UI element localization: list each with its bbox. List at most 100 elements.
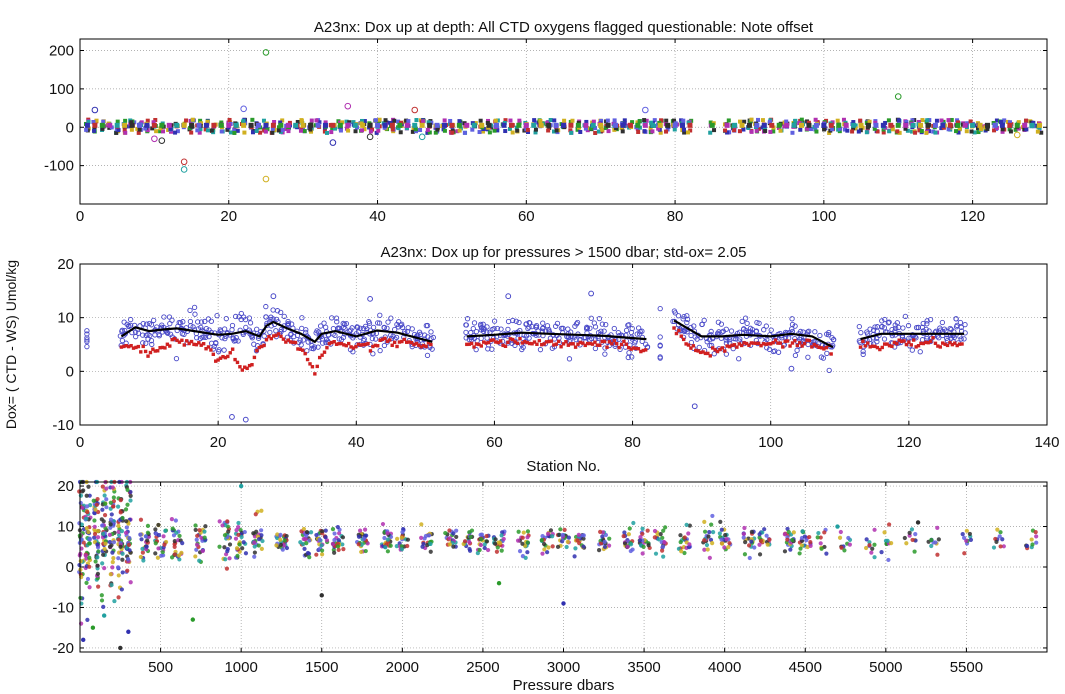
data-point (241, 122, 247, 128)
data-point (100, 561, 105, 566)
data-point (824, 551, 829, 556)
data-point (159, 553, 164, 558)
red-point (619, 342, 624, 347)
data-point (329, 130, 334, 135)
data-point (707, 555, 712, 560)
blue-point (393, 334, 400, 340)
data-point (758, 538, 764, 543)
data-point (835, 118, 840, 123)
data-point (276, 128, 281, 133)
blue-point (872, 324, 878, 330)
x-tick-label: 4500 (789, 659, 822, 676)
data-point (128, 498, 133, 503)
data-point (467, 539, 472, 545)
data-point (104, 486, 109, 491)
data-point (800, 529, 805, 534)
blue-point (804, 329, 811, 335)
red-point (467, 342, 471, 346)
data-point (680, 122, 686, 128)
red-point (740, 343, 744, 348)
red-point (805, 338, 809, 342)
blue-point (639, 328, 645, 334)
red-point (187, 341, 191, 346)
red-point (943, 342, 947, 346)
blue-point (263, 303, 269, 310)
data-point (254, 128, 259, 133)
blue-point (143, 340, 149, 346)
data-point (853, 126, 858, 131)
data-point (309, 129, 314, 134)
data-point (128, 493, 133, 498)
data-point (94, 118, 99, 123)
blue-point (537, 347, 544, 353)
data-point (560, 532, 565, 538)
data-point (593, 130, 598, 135)
data-point (704, 542, 710, 548)
red-point (199, 343, 203, 347)
red-point (744, 341, 749, 346)
red-point (566, 343, 571, 347)
data-point (564, 544, 569, 550)
red-point (612, 338, 616, 343)
outlier-point (496, 580, 502, 586)
data-point (211, 122, 217, 128)
red-point (296, 347, 300, 351)
red-point (766, 342, 770, 346)
data-point (546, 122, 552, 128)
data-point (300, 122, 306, 128)
data-point (232, 127, 237, 132)
data-point (710, 513, 715, 519)
data-point (482, 542, 487, 547)
data-point (767, 119, 772, 124)
blue-point (409, 344, 415, 350)
data-point (523, 122, 529, 128)
blue-point (753, 328, 760, 334)
data-point (338, 120, 343, 125)
red-point (491, 338, 496, 342)
data-point (272, 119, 277, 124)
x-tick-label: 1500 (305, 659, 338, 676)
data-point (205, 128, 210, 133)
data-point (707, 530, 712, 535)
blue-point (180, 319, 186, 325)
outlier-point (588, 290, 595, 297)
data-point (457, 119, 462, 124)
data-point (103, 501, 108, 506)
data-point (936, 537, 941, 542)
data-point (250, 117, 255, 122)
data-point (419, 522, 424, 527)
red-point (710, 346, 715, 350)
blue-point (489, 346, 495, 352)
blue-point (342, 326, 348, 332)
data-point (104, 497, 109, 502)
data-point (217, 519, 222, 524)
data-point (1029, 537, 1034, 542)
data-point (708, 537, 714, 543)
red-point (703, 351, 708, 356)
data-point (475, 550, 480, 556)
red-point (327, 341, 332, 346)
blue-point (143, 321, 150, 327)
red-point (535, 342, 539, 346)
data-point (523, 555, 528, 560)
data-point (960, 532, 965, 537)
blue-point (523, 321, 530, 327)
data-point (599, 118, 604, 123)
data-point (910, 118, 915, 123)
data-point (197, 130, 202, 135)
red-point (175, 338, 179, 343)
red-point (679, 334, 683, 338)
red-point (552, 343, 556, 347)
data-point (462, 539, 468, 544)
data-point (664, 129, 669, 134)
data-point (828, 122, 834, 128)
data-point (516, 529, 521, 534)
data-point (143, 126, 148, 131)
data-point (193, 523, 198, 528)
blue-point (473, 328, 480, 335)
red-point (301, 348, 305, 352)
data-point (397, 541, 402, 546)
red-point (424, 344, 428, 349)
outlier-point (91, 106, 99, 114)
data-point (404, 122, 410, 128)
